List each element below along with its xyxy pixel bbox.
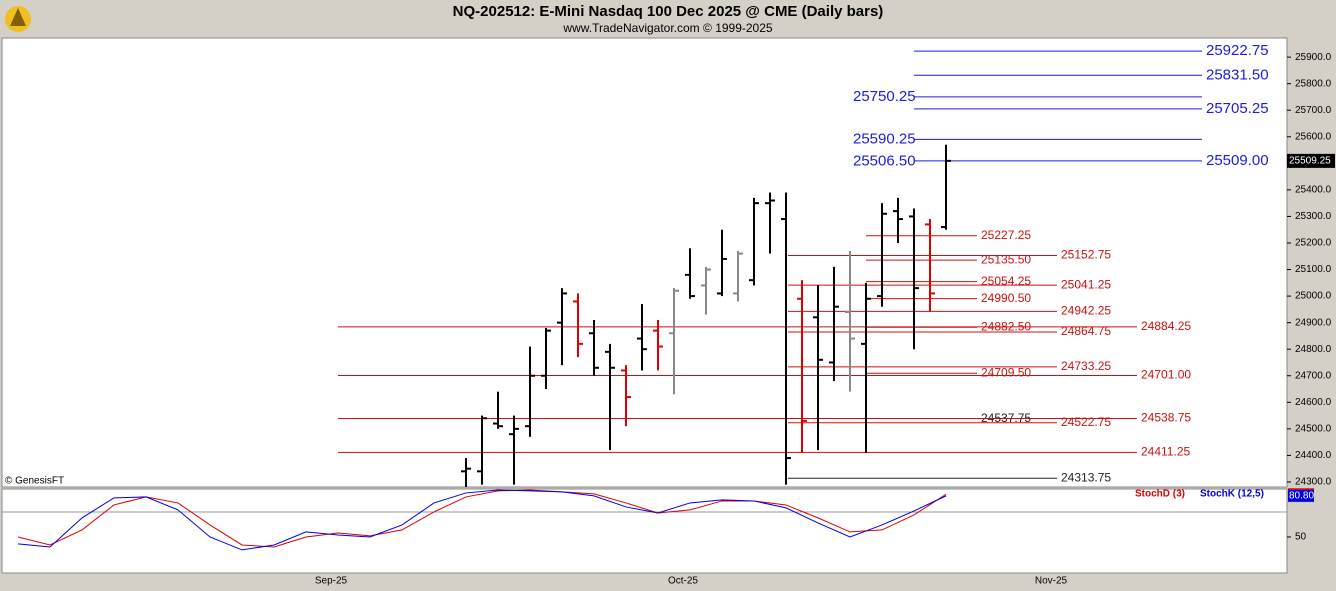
y-tick-label: 24900.0 bbox=[1295, 317, 1332, 328]
stoch-line bbox=[17, 489, 947, 551]
y-tick-label: 25900.0 bbox=[1295, 52, 1332, 63]
stoch-tick-label: 50 bbox=[1295, 532, 1307, 543]
stoch-readout: 80.80 bbox=[1289, 491, 1314, 502]
y-tick-label: 25200.0 bbox=[1295, 238, 1332, 249]
level-label: 24733.25 bbox=[1061, 359, 1111, 373]
price-plot: 25922.75 25831.50 25750.25 25705.25 25590.25… bbox=[338, 42, 1269, 487]
y-tick-label: 25600.0 bbox=[1295, 131, 1332, 142]
y-tick-label: 25100.0 bbox=[1295, 264, 1332, 275]
watermark: © GenesisFT bbox=[5, 476, 64, 487]
chart-title: NQ-202512: E-Mini Nasdaq 100 Dec 2025 @ … bbox=[453, 3, 884, 20]
y-tick-label: 25400.0 bbox=[1295, 185, 1332, 196]
level-label: 25705.25 bbox=[1206, 100, 1269, 117]
level-label: 24942.25 bbox=[1061, 304, 1111, 318]
y-tick-label: 24600.0 bbox=[1295, 397, 1332, 408]
level-label: 24864.75 bbox=[1061, 324, 1111, 338]
y-tick-label: 24400.0 bbox=[1295, 450, 1332, 461]
x-tick-label: Oct-25 bbox=[668, 576, 698, 587]
stoch-readout-box bbox=[1288, 489, 1314, 502]
level-label: 25831.50 bbox=[1206, 66, 1269, 83]
level-label: 24522.75 bbox=[1061, 415, 1111, 429]
level-label: 24411.25 bbox=[1141, 445, 1190, 459]
level-label: 25922.75 bbox=[1206, 42, 1269, 59]
y-tick-label: 24800.0 bbox=[1295, 344, 1332, 355]
level-label: 24709.50 bbox=[981, 365, 1031, 379]
level-label: 25054.25 bbox=[981, 274, 1031, 288]
level-label: 24313.75 bbox=[1061, 470, 1111, 484]
y-tick-label: 25000.0 bbox=[1295, 291, 1332, 302]
chart-subtitle: www.TradeNavigator.com © 1999-2025 bbox=[562, 21, 772, 35]
level-label: 24882.50 bbox=[981, 319, 1031, 333]
level-label: 25590.25 bbox=[853, 130, 916, 147]
last-price-box bbox=[1287, 153, 1335, 168]
legend-entry: StochK (12,5) bbox=[1200, 489, 1264, 500]
stoch-panel bbox=[1, 488, 1288, 574]
x-tick-label: Sep-25 bbox=[315, 576, 348, 587]
level-label: 25750.25 bbox=[853, 88, 916, 105]
level-label: 24701.00 bbox=[1141, 368, 1191, 382]
level-label: 24537.75 bbox=[981, 411, 1031, 425]
last-price: 25509.25 bbox=[1289, 156, 1331, 167]
y-tick-label: 24700.0 bbox=[1295, 370, 1332, 381]
level-label: 25152.75 bbox=[1061, 248, 1111, 262]
level-label: 24990.50 bbox=[981, 291, 1031, 305]
legend-entry: StochD (3) bbox=[1135, 489, 1185, 500]
stoch-line bbox=[17, 489, 947, 548]
level-label: 25227.25 bbox=[981, 228, 1031, 242]
level-label: 24538.75 bbox=[1141, 411, 1191, 425]
level-label: 25135.50 bbox=[981, 252, 1031, 266]
header bbox=[0, 0, 1336, 38]
y-tick-label: 25700.0 bbox=[1295, 105, 1332, 116]
y-tick-label: 25300.0 bbox=[1295, 211, 1332, 222]
level-label: 25041.25 bbox=[1061, 277, 1111, 291]
level-label: 25509.00 bbox=[1206, 152, 1269, 169]
logo bbox=[5, 6, 31, 32]
x-tick-label: Nov-25 bbox=[1035, 576, 1068, 587]
level-label: 25506.50 bbox=[853, 153, 916, 170]
level-label: 24884.25 bbox=[1141, 319, 1191, 333]
y-tick-label: 25800.0 bbox=[1295, 78, 1332, 89]
price-panel bbox=[1, 37, 1288, 488]
y-tick-label: 24500.0 bbox=[1295, 423, 1332, 434]
y-tick-label: 24300.0 bbox=[1295, 477, 1332, 488]
